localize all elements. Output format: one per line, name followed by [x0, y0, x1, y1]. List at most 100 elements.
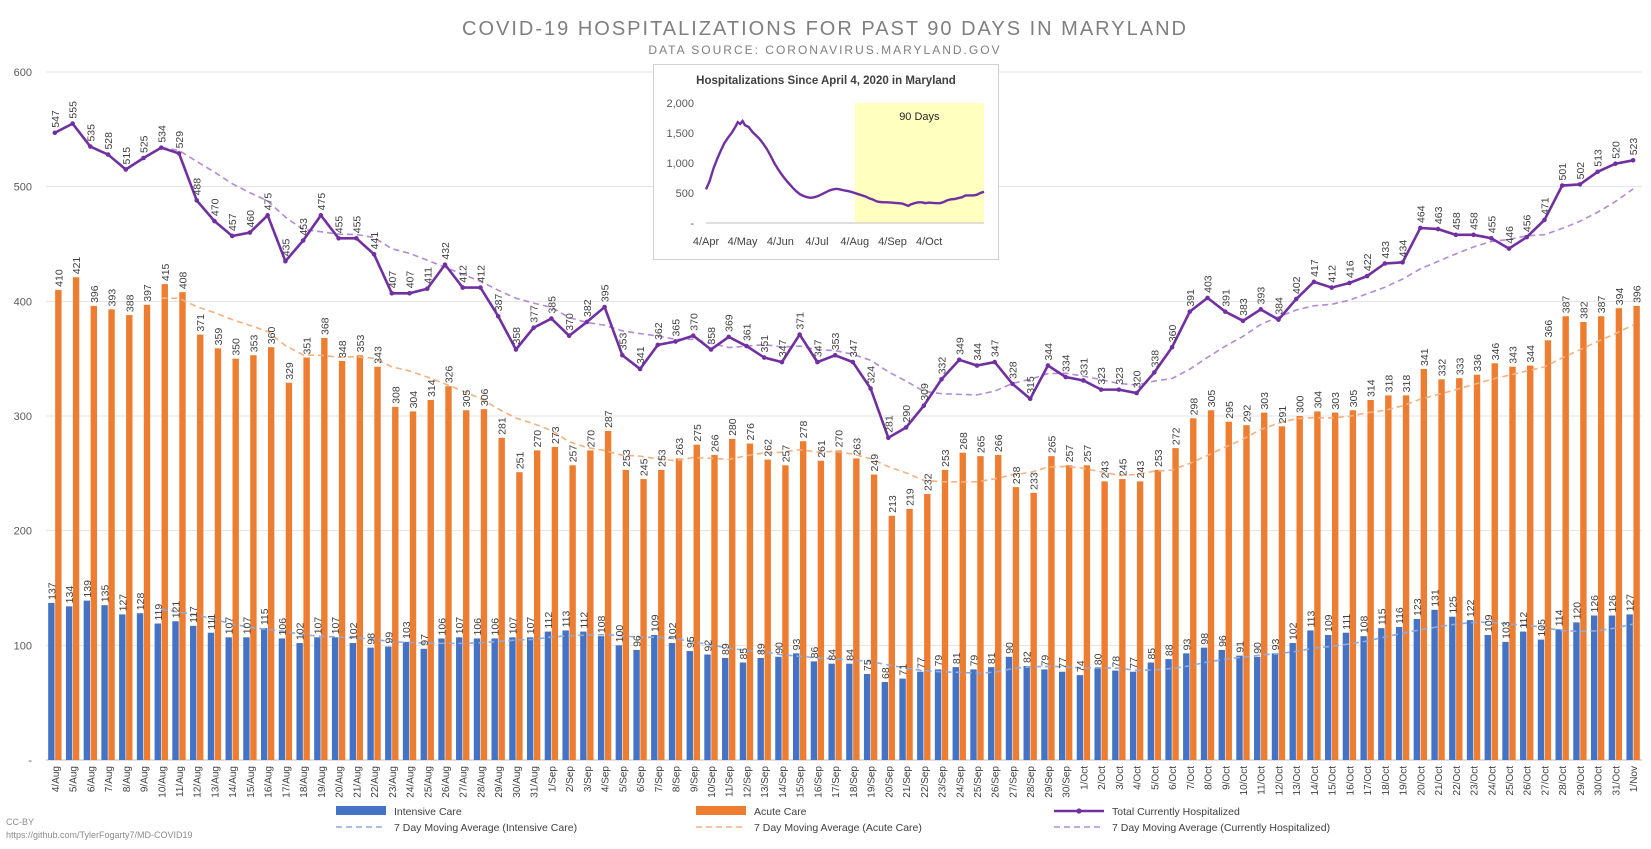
intensive-care-label: 74	[1075, 660, 1087, 672]
total-label: 457	[227, 213, 239, 231]
acute-care-label: 245	[639, 458, 651, 476]
acute-care-bar	[658, 469, 665, 760]
acute-care-label: 213	[887, 495, 899, 513]
intensive-care-label: 96	[1217, 635, 1229, 647]
acute-care-bar	[888, 515, 896, 760]
intensive-care-label: 82	[1022, 651, 1034, 663]
intensive-care-bar	[385, 646, 392, 760]
total-label: 433	[1380, 241, 1392, 259]
intensive-care-label: 85	[738, 648, 750, 660]
inset-x-tick-label: 4/Aug	[840, 236, 869, 248]
total-point	[442, 262, 448, 267]
acute-care-label: 287	[603, 410, 615, 428]
total-point	[336, 235, 341, 241]
intensive-care-label: 119	[153, 604, 165, 621]
total-point	[513, 347, 519, 352]
total-point	[903, 425, 909, 430]
x-tick-label: 25/Aug	[423, 766, 434, 798]
x-tick-label: 17/Aug	[281, 766, 292, 798]
intensive-care-label: 107	[507, 617, 519, 635]
inset-x-tick-label: 4/Jun	[767, 236, 794, 248]
intensive-care-label: 102	[348, 622, 360, 640]
total-label: 358	[706, 327, 718, 345]
acute-care-label: 343	[373, 346, 385, 364]
inset-x-tick-label: 4/Apr	[693, 236, 720, 248]
intensive-care-bar	[136, 613, 144, 760]
acute-care-bar	[303, 357, 310, 760]
intensive-care-label: 109	[1323, 614, 1335, 632]
acute-care-bar	[799, 441, 807, 760]
intensive-care-bar	[1395, 626, 1403, 760]
x-tick-label: 6/Oct	[1168, 766, 1179, 790]
acute-care-label: 257	[1082, 445, 1094, 463]
acute-care-bar	[143, 304, 151, 760]
acute-care-label: 253	[1153, 449, 1165, 467]
acute-care-label: 314	[1366, 379, 1378, 397]
inset-chart-panel: Hospitalizations Since April 4, 2020 in …	[653, 64, 999, 260]
acute-care-label: 388	[124, 294, 136, 312]
acute-care-bar	[214, 348, 222, 760]
x-tick-label: 7/Oct	[1186, 766, 1197, 790]
x-tick-label: 31/Aug	[530, 766, 541, 798]
x-tick-label: 19/Oct	[1399, 766, 1410, 796]
intensive-care-bar	[1466, 620, 1474, 760]
intensive-care-bar	[988, 667, 995, 760]
x-tick-label: 28/Oct	[1558, 766, 1569, 796]
acute-care-label: 249	[869, 454, 881, 472]
acute-care-bar	[250, 355, 257, 760]
total-point	[1542, 217, 1547, 223]
x-tick-label: 19/Aug	[317, 766, 328, 798]
total-label: 412	[1327, 265, 1339, 283]
total-label: 347	[812, 339, 824, 357]
inset-x-tick-label: 4/Sep	[878, 236, 907, 248]
acute-care-bar	[1544, 340, 1552, 760]
total-point	[531, 325, 536, 331]
intensive-care-bar	[597, 636, 605, 760]
intensive-care-bar	[278, 638, 286, 760]
x-tick-label: 10/Aug	[157, 766, 168, 798]
x-tick-label: 21/Aug	[352, 766, 363, 798]
total-label: 547	[50, 110, 62, 128]
acute-care-bar	[90, 305, 98, 760]
acute-care-bar	[1207, 410, 1215, 760]
x-tick-label: 15/Aug	[246, 766, 257, 798]
acute-care-label: 270	[532, 430, 544, 448]
total-point	[620, 352, 625, 358]
total-label: 458	[1469, 212, 1481, 230]
intensive-care-label: 103	[401, 621, 413, 639]
total-label: 341	[635, 346, 647, 364]
acute-care-label: 280	[727, 418, 739, 436]
total-label: 361	[741, 323, 753, 341]
acute-care-label: 351	[302, 337, 314, 355]
legend-label: 7 Day Moving Average (Intensive Care)	[394, 822, 577, 834]
acute-care-label: 341	[1419, 348, 1431, 366]
total-point	[300, 238, 306, 243]
total-point	[1116, 387, 1122, 392]
acute-care-label: 359	[213, 328, 225, 346]
intensive-care-label: 112	[543, 612, 555, 629]
acute-care-bar	[1331, 412, 1339, 760]
acute-care-label: 278	[798, 421, 810, 439]
total-point	[602, 304, 607, 310]
intensive-care-label: 109	[1483, 614, 1495, 632]
x-tick-label: 2/Sep	[565, 766, 576, 793]
x-tick-label: 16/Sep	[813, 766, 824, 798]
acute-care-label: 263	[674, 438, 686, 456]
intensive-care-bar	[775, 656, 782, 760]
total-point	[566, 333, 572, 339]
acute-care-bar	[392, 406, 399, 760]
total-point	[690, 333, 696, 339]
intensive-care-bar	[491, 638, 498, 760]
acute-care-bar	[587, 450, 594, 760]
intensive-care-label: 80	[1093, 653, 1105, 665]
x-tick-label: 20/Oct	[1416, 766, 1427, 796]
intensive-care-bar	[1342, 632, 1350, 760]
intensive-care-bar	[1537, 639, 1545, 760]
total-point	[939, 377, 944, 382]
intensive-care-bar	[402, 641, 410, 760]
total-point	[1081, 378, 1086, 383]
y-tick-label: 600	[14, 67, 32, 79]
x-tick-label: 14/Sep	[778, 766, 789, 798]
total-label: 411	[422, 267, 434, 284]
intensive-care-bar	[65, 606, 73, 760]
